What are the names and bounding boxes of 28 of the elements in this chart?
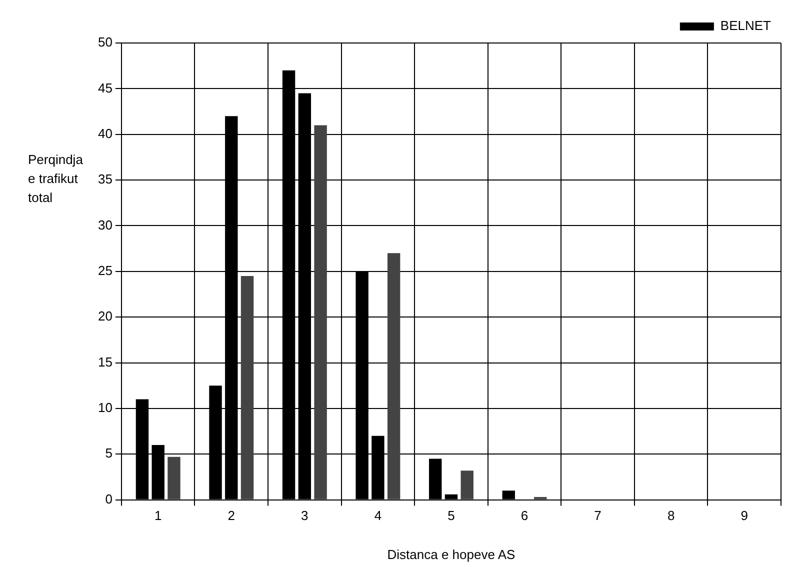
x-tick-label: 2 [228,508,235,524]
y-tick-label: 40 [98,126,112,141]
x-tick-label: 1 [154,508,162,524]
x-tick-label: 8 [667,508,675,524]
legend-label: BELNET [720,18,772,34]
x-tick-label: 4 [374,508,382,524]
x-tick-label: 5 [448,508,455,524]
bar [314,125,327,500]
y-tick-label: 0 [105,491,112,506]
y-tick-label: 50 [98,34,112,50]
bar [240,276,254,500]
x-axis-title: Distanca e hopeve AS [387,546,516,562]
y-tick-label: 20 [98,308,112,324]
y-tick-label: 30 [98,217,112,232]
y-tick-label: 10 [98,400,112,416]
y-axis-title: Perqindja e trafikut total [28,151,84,207]
y-tick-label: 5 [105,446,112,461]
x-tick-label: 9 [740,508,748,524]
y-tick-label: 15 [98,354,112,370]
bar [460,470,474,500]
bar [387,253,400,500]
y-tick-label: 45 [98,80,112,96]
bar [168,456,180,500]
x-tick-label: 3 [301,508,308,524]
y-tick-label: 25 [98,262,112,278]
x-tick-label: 7 [594,508,602,524]
y-tick-label: 35 [98,172,112,187]
x-tick-label: 6 [520,508,528,524]
